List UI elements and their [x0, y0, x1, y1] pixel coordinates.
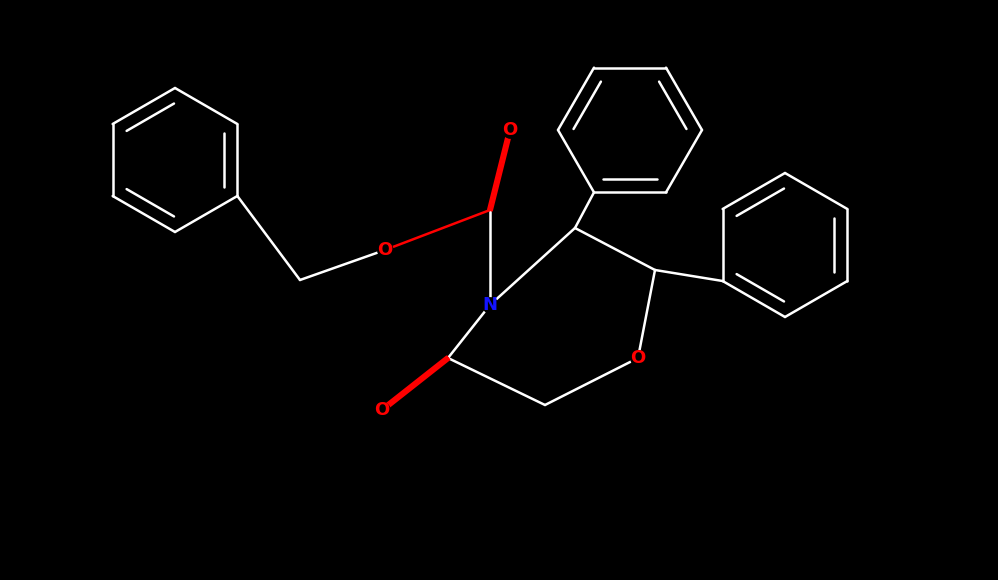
Text: O: O [374, 401, 389, 419]
Text: O: O [502, 121, 518, 139]
Text: N: N [482, 296, 497, 314]
Text: O: O [377, 241, 392, 259]
Text: O: O [631, 349, 646, 367]
